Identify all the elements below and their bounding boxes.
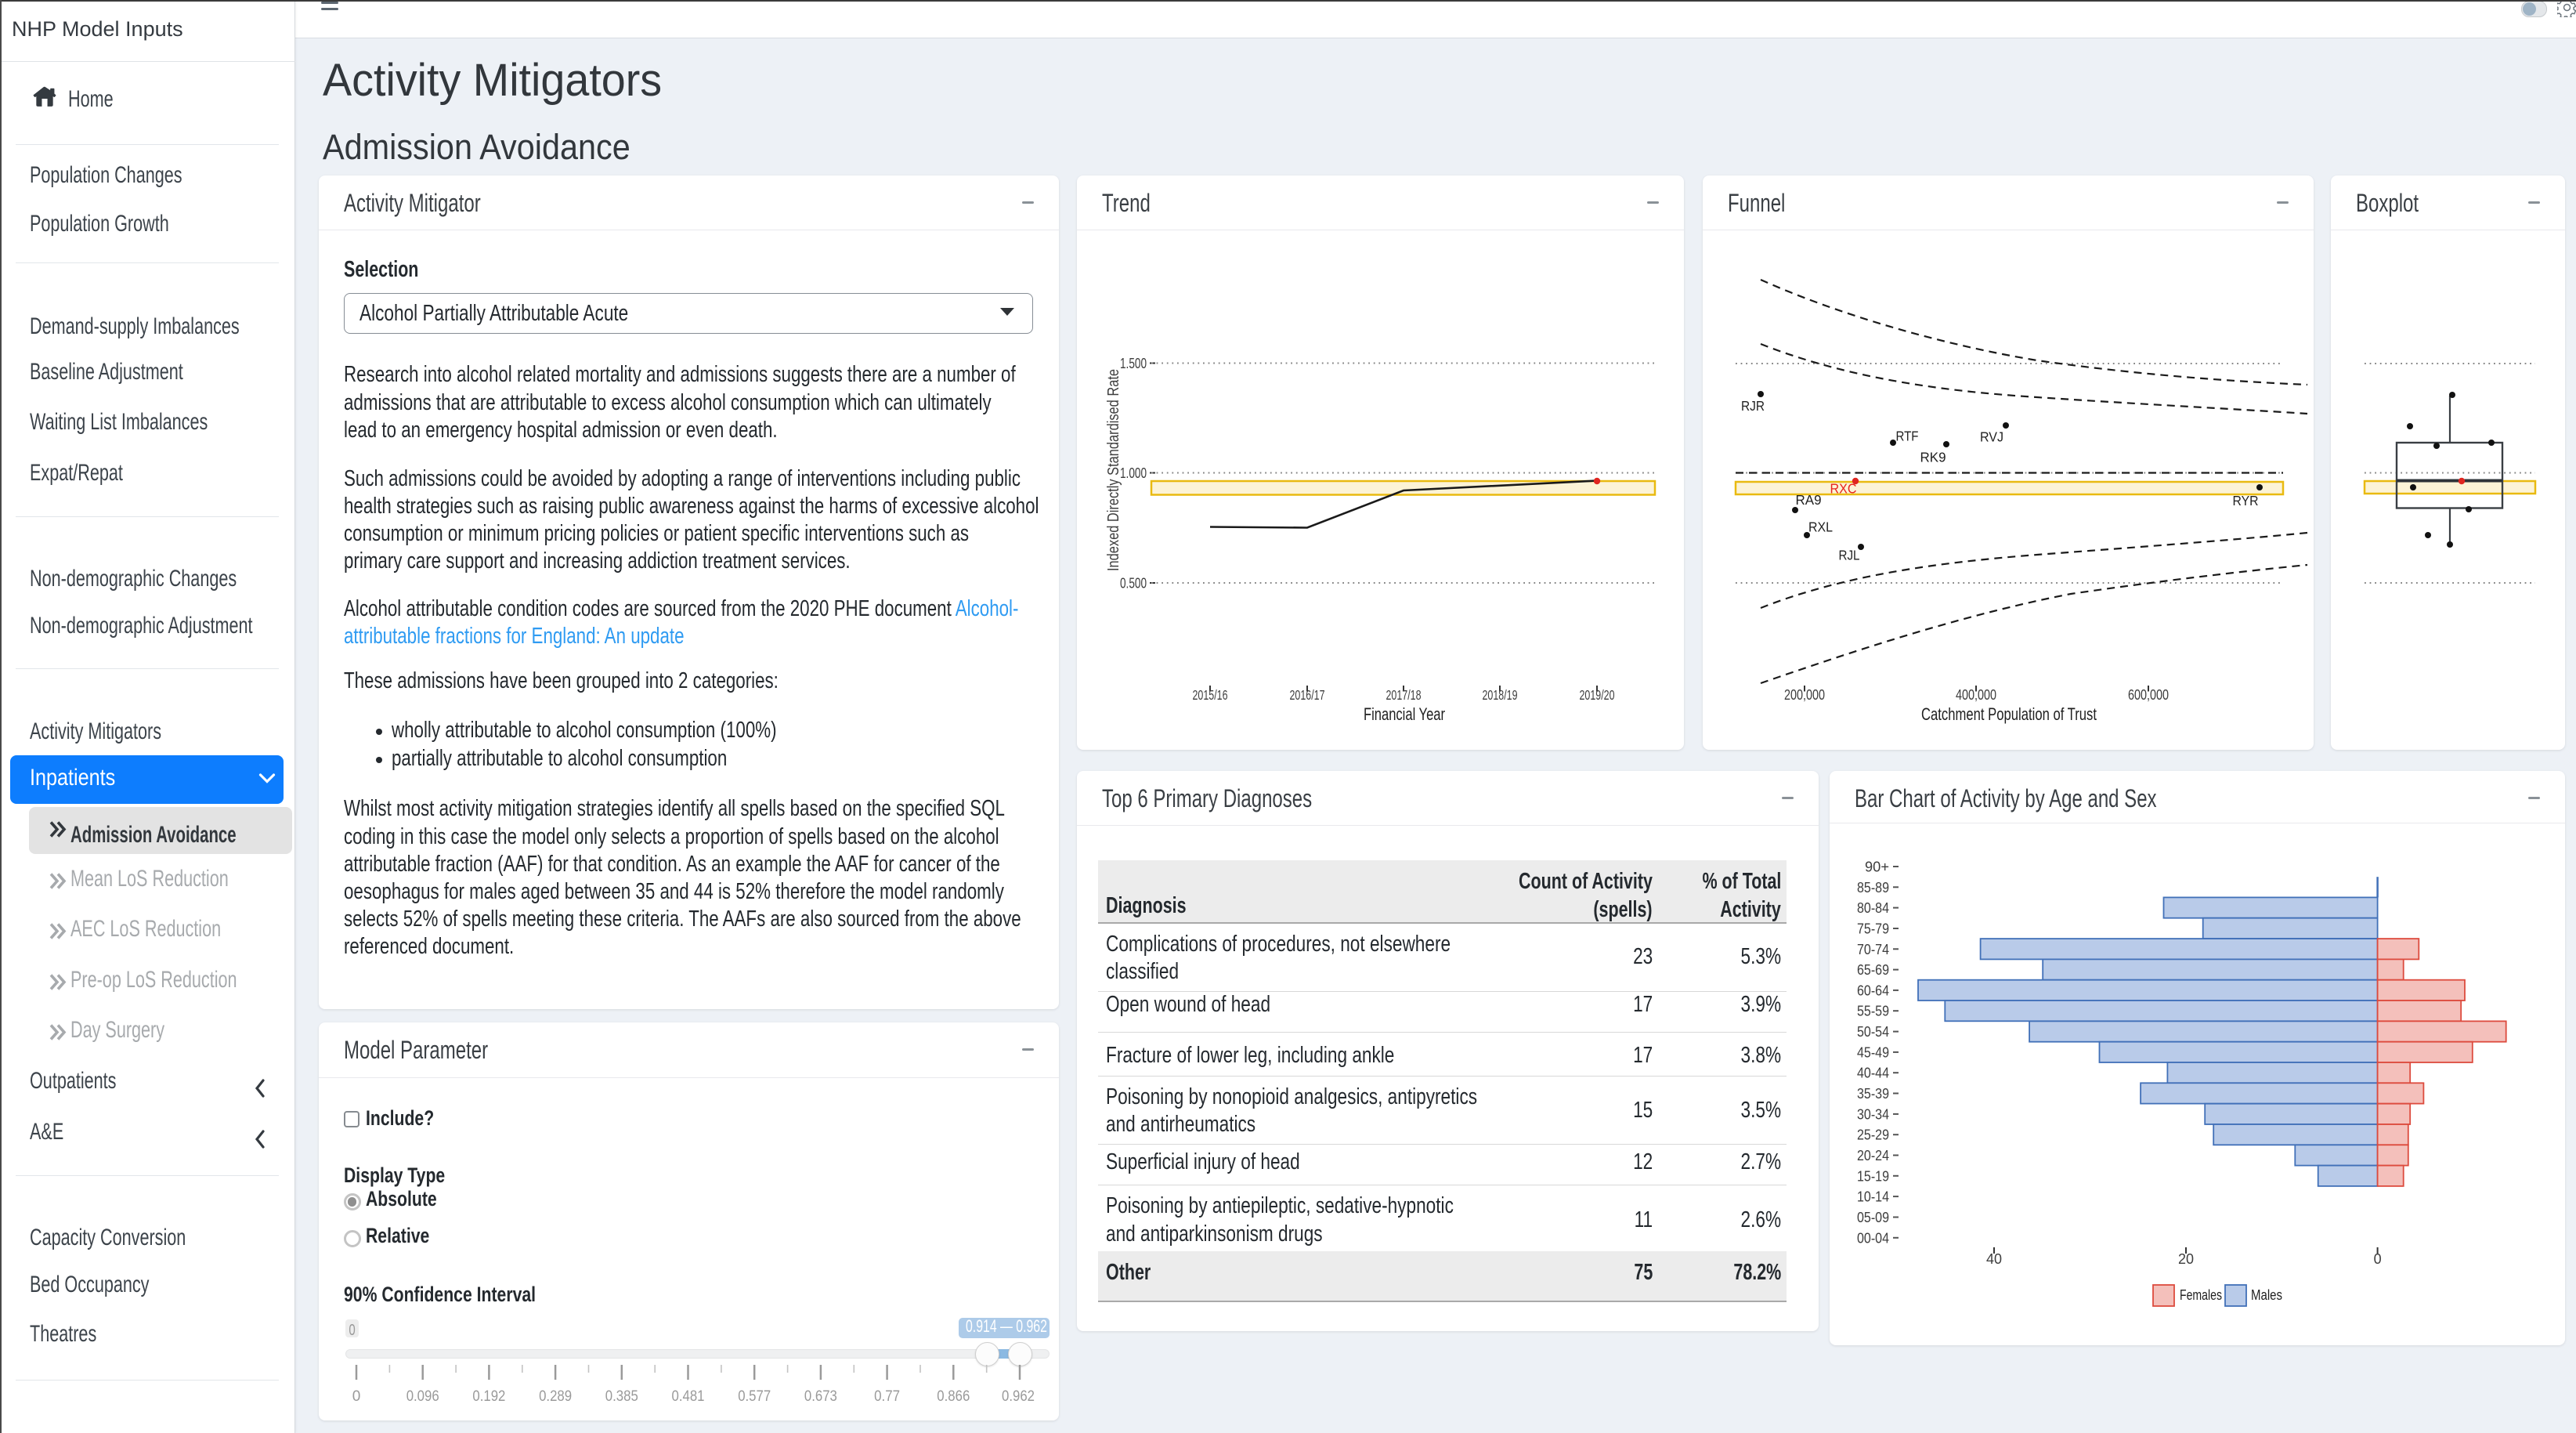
svg-text:0.500: 0.500 <box>1120 576 1147 592</box>
svg-text:Females: Females <box>2180 1287 2222 1303</box>
svg-text:400,000: 400,000 <box>1956 687 1996 703</box>
svg-text:Males: Males <box>2251 1287 2282 1303</box>
svg-text:2017/18: 2017/18 <box>1386 687 1422 703</box>
svg-text:40: 40 <box>1986 1251 2002 1267</box>
svg-text:55-59: 55-59 <box>1857 1004 1889 1019</box>
svg-text:0.673: 0.673 <box>804 1388 837 1405</box>
svg-text:200,000: 200,000 <box>1784 687 1825 703</box>
svg-text:15-19: 15-19 <box>1857 1168 1889 1184</box>
svg-text:0.481: 0.481 <box>672 1388 705 1405</box>
svg-text:1.500: 1.500 <box>1120 356 1147 371</box>
svg-text:25-29: 25-29 <box>1857 1127 1889 1143</box>
svg-text:75-79: 75-79 <box>1857 921 1889 937</box>
svg-text:0.962: 0.962 <box>1002 1388 1035 1405</box>
svg-text:05-09: 05-09 <box>1857 1210 1889 1225</box>
svg-text:85-89: 85-89 <box>1857 880 1889 896</box>
svg-text:45-49: 45-49 <box>1857 1044 1889 1060</box>
svg-text:2015/16: 2015/16 <box>1193 687 1228 703</box>
svg-text:70-74: 70-74 <box>1857 942 1889 957</box>
svg-text:600,000: 600,000 <box>2128 687 2169 703</box>
svg-text:RK9: RK9 <box>1920 450 1946 465</box>
svg-text:60-64: 60-64 <box>1857 982 1889 998</box>
svg-text:2016/17: 2016/17 <box>1290 687 1325 703</box>
svg-text:65-69: 65-69 <box>1857 962 1889 978</box>
svg-text:30-34: 30-34 <box>1857 1106 1889 1122</box>
svg-text:80-84: 80-84 <box>1857 900 1889 916</box>
svg-text:35-39: 35-39 <box>1857 1086 1889 1102</box>
svg-text:00-04: 00-04 <box>1857 1230 1889 1246</box>
svg-text:Indexed Directly Standardised: Indexed Directly Standardised Rate <box>1105 369 1122 571</box>
svg-text:0.866: 0.866 <box>937 1388 970 1405</box>
svg-text:RVJ: RVJ <box>1980 429 2003 445</box>
svg-text:0.096: 0.096 <box>406 1388 439 1405</box>
svg-text:90+: 90+ <box>1865 859 1889 875</box>
svg-text:0.385: 0.385 <box>605 1388 638 1405</box>
svg-text:20: 20 <box>2178 1251 2194 1267</box>
svg-text:RJL: RJL <box>1839 548 1860 563</box>
svg-text:RA9: RA9 <box>1796 492 1822 508</box>
svg-text:2019/20: 2019/20 <box>1580 687 1615 703</box>
svg-text:20-24: 20-24 <box>1857 1148 1889 1163</box>
svg-text:1.000: 1.000 <box>1120 465 1147 481</box>
svg-text:0.577: 0.577 <box>738 1388 771 1405</box>
svg-text:0.192: 0.192 <box>472 1388 505 1405</box>
svg-text:RXL: RXL <box>1808 519 1833 535</box>
svg-text:40-44: 40-44 <box>1857 1066 1889 1081</box>
svg-text:RXC: RXC <box>1830 481 1857 497</box>
svg-text:RTF: RTF <box>1896 429 1919 444</box>
svg-text:Financial Year: Financial Year <box>1364 704 1445 724</box>
svg-text:0: 0 <box>352 1388 361 1405</box>
svg-text:0.77: 0.77 <box>874 1388 900 1405</box>
svg-text:2018/19: 2018/19 <box>1483 687 1518 703</box>
svg-text:50-54: 50-54 <box>1857 1024 1889 1040</box>
svg-text:RYR: RYR <box>2233 493 2259 508</box>
svg-text:0: 0 <box>2374 1251 2382 1267</box>
svg-text:Catchment Population of Trust: Catchment Population of Trust <box>1921 704 2097 724</box>
svg-text:RJR: RJR <box>1741 398 1765 414</box>
svg-text:10-14: 10-14 <box>1857 1189 1889 1205</box>
svg-text:0.289: 0.289 <box>539 1388 572 1405</box>
